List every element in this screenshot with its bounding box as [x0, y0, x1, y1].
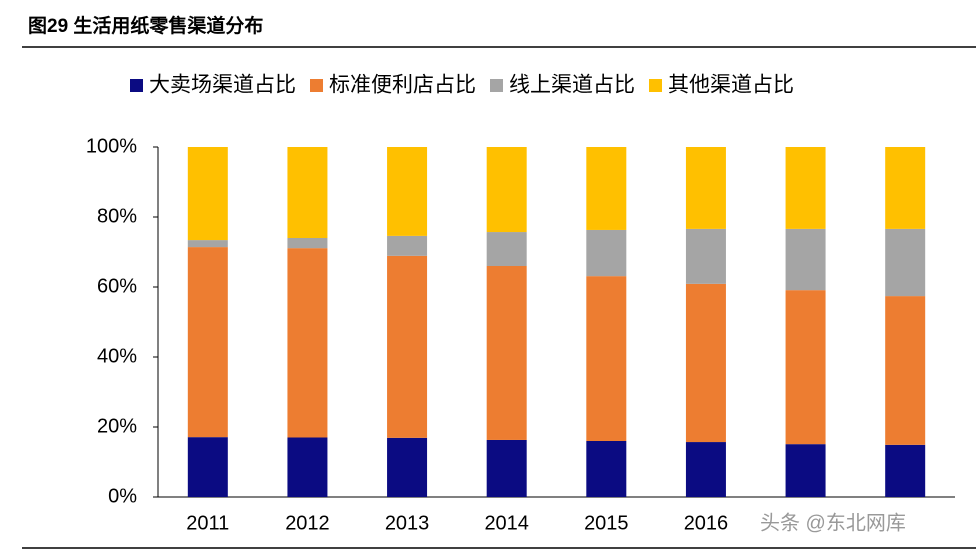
bar-segment [387, 147, 428, 236]
bar-segment [187, 147, 228, 241]
bar-segment [387, 235, 428, 256]
x-tick-label: 2013 [385, 512, 430, 534]
bar-segment [287, 147, 328, 238]
bar-segment [486, 147, 527, 233]
bar-segment [785, 290, 826, 445]
y-tick-label: 20% [97, 415, 137, 437]
y-tick-label: 40% [97, 345, 137, 367]
bar-segment [187, 437, 228, 497]
bar-segment [586, 229, 627, 277]
bar-segment [885, 296, 926, 445]
x-tick-label: 2012 [285, 512, 330, 534]
legend-label: 大卖场渠道占比 [149, 74, 296, 97]
legend-label: 其他渠道占比 [668, 74, 794, 97]
bar-segment [885, 228, 926, 297]
bar-segment [486, 439, 527, 497]
bar-segment [586, 441, 627, 497]
bar-segment [287, 437, 328, 497]
bar-segment [685, 283, 726, 443]
bar-segment [486, 266, 527, 440]
bar-segment [685, 147, 726, 229]
y-tick-label: 80% [97, 205, 137, 227]
bar-segment [685, 442, 726, 497]
bar-segment [785, 147, 826, 229]
bar-segment [287, 248, 328, 438]
watermark: 头条 @东北网库 [760, 511, 906, 534]
legend-label: 线上渠道占比 [509, 74, 635, 97]
bar-segment [187, 240, 228, 248]
y-tick-label: 60% [97, 275, 137, 297]
legend-swatch [490, 79, 503, 92]
x-tick-label: 2011 [186, 512, 229, 534]
chart-title: 图29 生活用纸零售渠道分布 [28, 14, 263, 37]
legend-swatch [130, 79, 143, 92]
x-tick-label: 2014 [484, 512, 529, 534]
x-tick-label: 2015 [584, 512, 629, 534]
bar-segment [187, 247, 228, 438]
legend-swatch [649, 79, 662, 92]
x-tick-label: 2016 [684, 512, 729, 534]
y-tick-label: 0% [108, 485, 137, 507]
bar-segment [586, 147, 627, 230]
y-tick-label: 100% [86, 135, 137, 157]
bar-segment [387, 437, 428, 497]
bar-segment [885, 444, 926, 497]
bar-segment [885, 147, 926, 229]
bar-segment [387, 255, 428, 438]
bar-segment [486, 232, 527, 266]
legend-label: 标准便利店占比 [329, 74, 476, 97]
bar-segment [785, 228, 826, 291]
bar-segment [586, 276, 627, 441]
bar-segment [287, 238, 328, 249]
legend-swatch [310, 79, 323, 92]
bar-segment [685, 228, 726, 284]
bar-segment [785, 444, 826, 497]
